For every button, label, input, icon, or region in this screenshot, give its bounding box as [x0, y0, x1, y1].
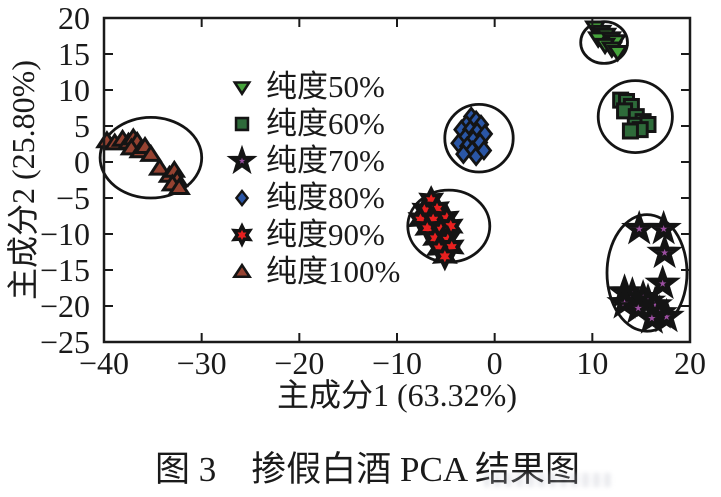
y-tick-label: 15 — [58, 36, 90, 72]
data-point — [139, 143, 163, 162]
legend-marker-shape — [234, 116, 250, 131]
data-point — [147, 157, 172, 176]
data-point — [606, 284, 643, 319]
y-tick-label: −20 — [39, 288, 90, 324]
legend-marker-shape — [230, 221, 254, 248]
triangle-down-icon — [232, 80, 252, 96]
x-tick-label: 20 — [674, 345, 706, 381]
legend-label: 纯度80% — [266, 180, 385, 215]
diamond-icon — [234, 188, 250, 207]
x-tick-label: −30 — [176, 345, 227, 381]
data-point — [621, 122, 639, 140]
triangle-up-icon — [231, 262, 253, 278]
legend-label: 纯度70% — [266, 143, 385, 178]
cluster-ellipse — [605, 213, 689, 333]
data-point — [644, 264, 681, 300]
data-point — [455, 143, 472, 165]
watermark-smudge — [484, 473, 612, 487]
square-icon — [234, 116, 250, 131]
legend-label: 纯度50% — [266, 69, 385, 104]
legend: 纯度50% 纯度60% 纯度70% 纯度80% 纯度90% 纯度100% — [226, 68, 400, 290]
x-tick-label: −20 — [274, 345, 325, 381]
legend-marker-shape — [234, 188, 250, 207]
legend-item-purity-90: 纯度90% — [226, 216, 400, 253]
data-point — [475, 139, 493, 162]
y-axis-label: 主成分2 (25.80%) — [5, 60, 41, 300]
y-axis-ticks: 20 15 10 5 0 −5 −10 −15 −20 −25 — [0, 2, 96, 358]
x-tick-label: −10 — [371, 345, 423, 381]
star6-icon — [230, 221, 254, 248]
data-point — [431, 241, 458, 272]
legend-item-purity-50: 纯度50% — [226, 68, 400, 105]
y-tick-label: 0 — [74, 144, 90, 180]
data-point — [606, 45, 629, 63]
legend-item-purity-70: 纯度70% — [226, 142, 400, 179]
y-tick-label: −5 — [55, 180, 90, 216]
legend-label: 纯度100% — [266, 254, 401, 289]
x-tick-label: 10 — [576, 345, 609, 381]
y-tick-label: 5 — [74, 108, 90, 144]
figure-caption: 图 3 掺假白酒 PCA 结果图 — [155, 450, 580, 489]
legend-marker-shape — [226, 144, 258, 174]
data-point — [645, 209, 682, 245]
y-tick-label: −25 — [39, 324, 90, 360]
y-tick-label: −10 — [39, 216, 90, 252]
data-point — [167, 176, 191, 196]
legend-marker-shape — [231, 262, 253, 278]
x-tick-label: −40 — [78, 345, 130, 381]
data-point — [633, 299, 671, 334]
cluster-ellipse — [98, 115, 204, 200]
y-tick-label: 10 — [58, 72, 90, 108]
data-point — [646, 233, 683, 269]
y-tick-label: −15 — [39, 252, 90, 288]
legend-item-purity-100: 纯度100% — [226, 253, 400, 290]
legend-label: 纯度60% — [266, 106, 385, 141]
data-point — [621, 209, 658, 245]
legend-item-purity-60: 纯度60% — [226, 105, 400, 142]
cluster-ellipse — [596, 79, 674, 154]
pca-scatter-plot — [95, 16, 692, 344]
legend-marker-shape — [232, 80, 252, 96]
legend-item-purity-80: 纯度80% — [226, 179, 400, 216]
y-tick-label: 20 — [58, 0, 90, 36]
x-axis-label: 主成分1 (63.32%) — [277, 377, 517, 413]
cluster-ellipse — [443, 102, 515, 174]
x-tick-label: 0 — [486, 345, 503, 381]
star-icon — [226, 144, 258, 174]
x-axis-ticks: −40 −30 −20 −10 0 10 20 — [79, 345, 706, 383]
legend-label: 纯度90% — [266, 217, 385, 252]
